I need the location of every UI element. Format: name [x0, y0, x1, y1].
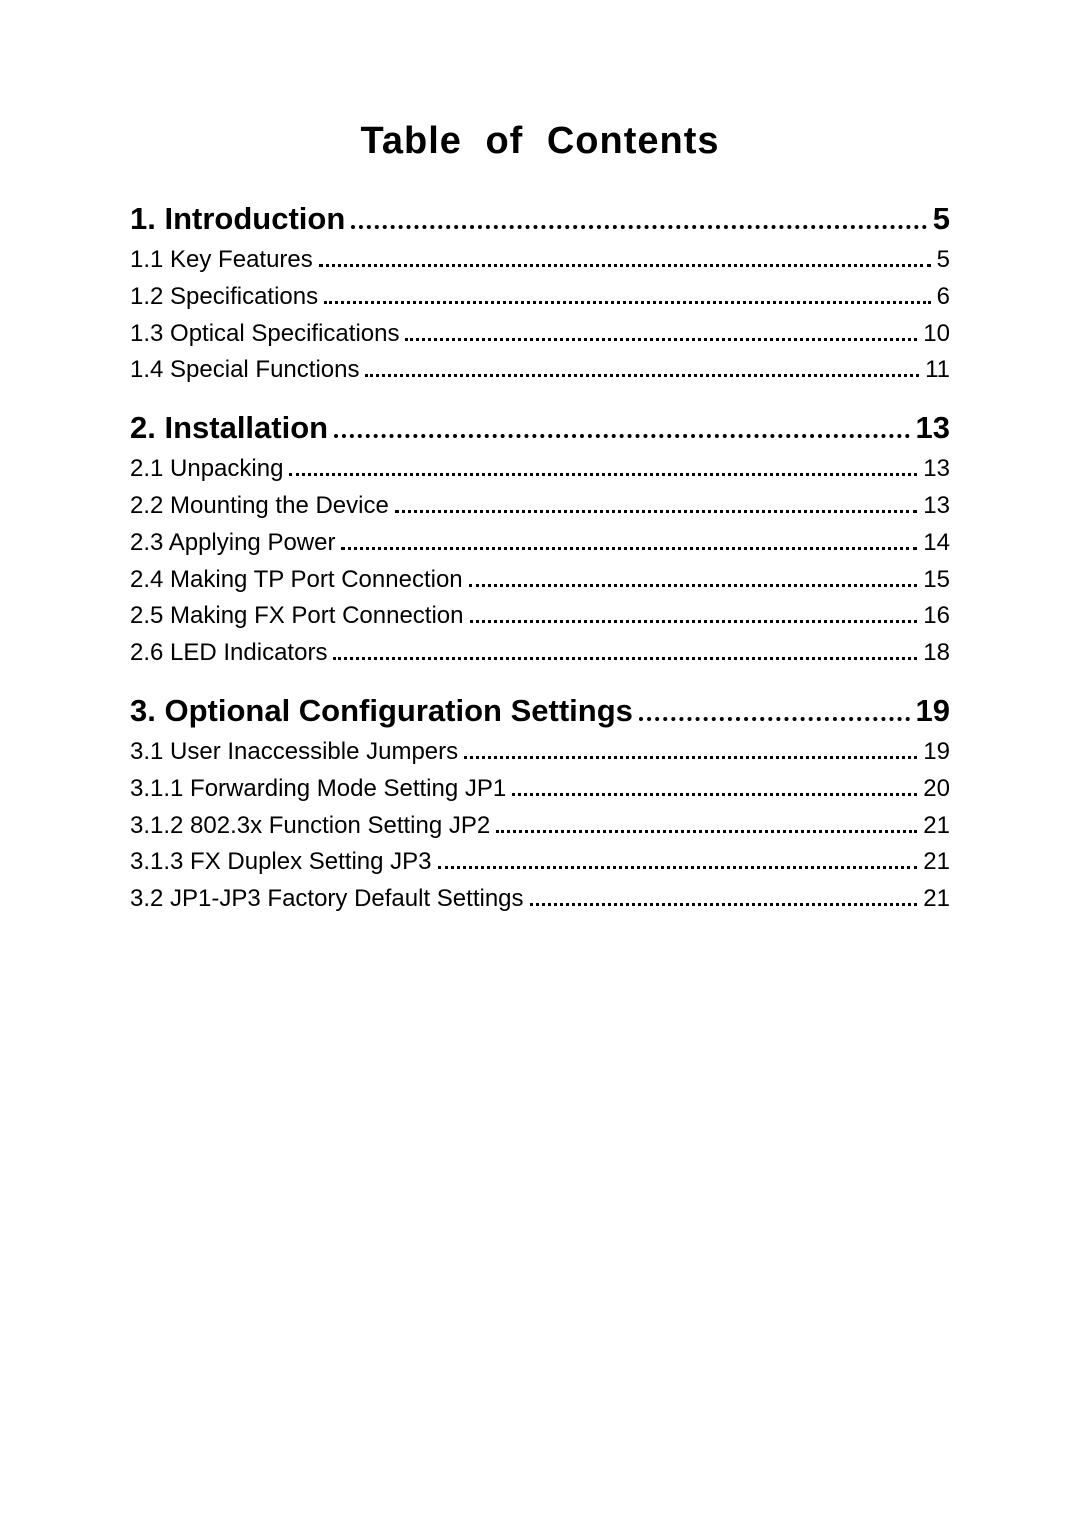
- toc-entry: 1.2 Specifications 6: [130, 280, 950, 315]
- entry-label: 3.1 User Inaccessible Jumpers: [130, 735, 458, 770]
- toc-entry: 1.4 Special Functions 11: [130, 353, 950, 388]
- entry-page: 5: [937, 243, 950, 278]
- toc-entry: 2.2 Mounting the Device 13: [130, 489, 950, 524]
- toc-entry: 3.1.1 Forwarding Mode Setting JP1 20: [130, 772, 950, 807]
- leader-dots: [496, 816, 917, 833]
- entry-page: 21: [923, 882, 950, 917]
- section-heading: 3. Optional Configuration Settings 19: [130, 693, 950, 729]
- leader-dots: [464, 742, 917, 759]
- entry-label: 3.1.1 Forwarding Mode Setting JP1: [130, 772, 506, 807]
- leader-dots: [395, 496, 917, 513]
- entry-label: 1.1 Key Features: [130, 243, 313, 278]
- leader-dots: [470, 607, 918, 624]
- entry-page: 20: [923, 772, 950, 807]
- toc-entry: 2.6 LED Indicators 18: [130, 636, 950, 671]
- heading-label: 1. Introduction: [130, 201, 345, 237]
- section-heading: 2. Installation 13: [130, 410, 950, 446]
- entry-page: 21: [923, 845, 950, 880]
- leader-dots: [469, 570, 918, 587]
- toc-entry: 2.4 Making TP Port Connection 15: [130, 563, 950, 598]
- entry-label: 1.2 Specifications: [130, 280, 318, 315]
- toc-entry: 3.1.2 802.3x Function Setting JP2 21: [130, 809, 950, 844]
- leader-dots: [405, 324, 917, 341]
- entry-label: 3.1.2 802.3x Function Setting JP2: [130, 809, 490, 844]
- toc-entry: 1.3 Optical Specifications 10: [130, 317, 950, 352]
- leader-dots: [438, 853, 918, 870]
- leader-dots: [351, 225, 926, 229]
- entry-page: 13: [923, 489, 950, 524]
- section-heading: 1. Introduction 5: [130, 201, 950, 237]
- toc-entry: 3.2 JP1-JP3 Factory Default Settings 21: [130, 882, 950, 917]
- leader-dots: [639, 717, 910, 721]
- entry-label: 2.1 Unpacking: [130, 452, 283, 487]
- toc-entry: 2.5 Making FX Port Connection 16: [130, 599, 950, 634]
- leader-dots: [324, 287, 931, 304]
- toc-entry: 2.3 Applying Power 14: [130, 526, 950, 561]
- entry-page: 10: [923, 317, 950, 352]
- heading-page: 5: [933, 201, 950, 237]
- entry-page: 19: [923, 735, 950, 770]
- leader-dots: [512, 779, 917, 796]
- leader-dots: [319, 250, 931, 267]
- leader-dots: [365, 361, 919, 378]
- toc-title: Table of Contents: [130, 120, 950, 163]
- entry-page: 15: [923, 563, 950, 598]
- entry-page: 14: [923, 526, 950, 561]
- heading-label: 2. Installation: [130, 410, 328, 446]
- entry-label: 1.3 Optical Specifications: [130, 317, 399, 352]
- entry-page: 6: [937, 280, 950, 315]
- entry-label: 3.1.3 FX Duplex Setting JP3: [130, 845, 432, 880]
- entry-page: 18: [923, 636, 950, 671]
- entry-label: 2.2 Mounting the Device: [130, 489, 389, 524]
- leader-dots: [289, 459, 917, 476]
- leader-dots: [333, 643, 917, 660]
- entry-label: 2.6 LED Indicators: [130, 636, 327, 671]
- entry-page: 21: [923, 809, 950, 844]
- entry-label: 1.4 Special Functions: [130, 353, 359, 388]
- entry-label: 3.2 JP1-JP3 Factory Default Settings: [130, 882, 524, 917]
- toc-entry: 3.1.3 FX Duplex Setting JP3 21: [130, 845, 950, 880]
- entry-label: 2.4 Making TP Port Connection: [130, 563, 463, 598]
- heading-page: 13: [916, 410, 950, 446]
- entry-page: 13: [923, 452, 950, 487]
- toc-entry: 3.1 User Inaccessible Jumpers 19: [130, 735, 950, 770]
- toc-entry: 1.1 Key Features 5: [130, 243, 950, 278]
- entry-page: 16: [923, 599, 950, 634]
- heading-label: 3. Optional Configuration Settings: [130, 693, 633, 729]
- leader-dots: [530, 889, 918, 906]
- leader-dots: [341, 533, 917, 550]
- entry-label: 2.5 Making FX Port Connection: [130, 599, 464, 634]
- entry-label: 2.3 Applying Power: [130, 526, 335, 561]
- heading-page: 19: [916, 693, 950, 729]
- leader-dots: [334, 434, 909, 438]
- toc-entry: 2.1 Unpacking 13: [130, 452, 950, 487]
- entry-page: 11: [925, 353, 950, 388]
